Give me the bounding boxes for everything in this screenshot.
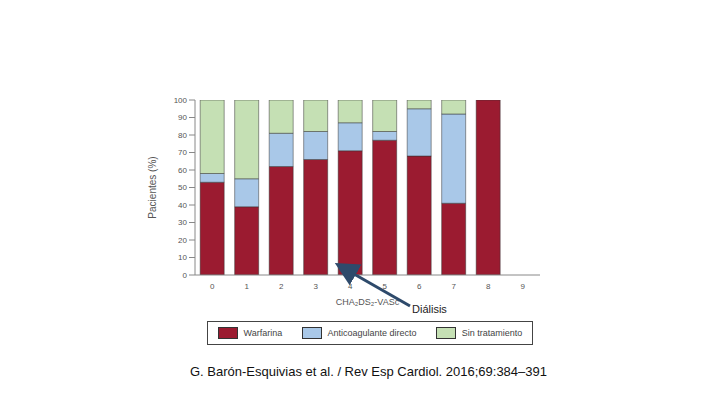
svg-text:10: 10 [178,253,187,262]
svg-text:60: 60 [178,166,187,175]
svg-text:8: 8 [486,282,491,291]
svg-text:30: 30 [178,218,187,227]
svg-text:4: 4 [348,282,353,291]
svg-text:70: 70 [178,148,187,157]
svg-text:90: 90 [178,113,187,122]
svg-text:Diálisis: Diálisis [412,303,447,315]
svg-text:0: 0 [210,282,215,291]
svg-text:CHA₂DS₂-VASc: CHA₂DS₂-VASc [336,297,400,307]
svg-text:3: 3 [314,282,319,291]
svg-text:2: 2 [279,282,284,291]
svg-text:Pacientes (%): Pacientes (%) [147,156,158,218]
svg-text:100: 100 [174,96,188,105]
svg-text:20: 20 [178,236,187,245]
svg-text:7: 7 [452,282,457,291]
html-text:Anticoagulante directo: Anticoagulante directo [327,328,417,338]
svg-text:80: 80 [178,131,187,140]
html-text:Warfarina: Warfarina [243,328,283,338]
svg-text:40: 40 [178,201,187,210]
svg-text:G. Barón-Esquivias et al. / Re: G. Barón-Esquivias et al. / Rev Esp Card… [190,364,547,379]
svg-text:5: 5 [383,282,388,291]
svg-text:9: 9 [521,282,526,291]
svg-text:1: 1 [245,282,250,291]
svg-text:6: 6 [417,282,422,291]
svg-text:0: 0 [183,271,188,280]
html-text:Sin tratamiento: Sin tratamiento [461,328,523,338]
svg-text:50: 50 [178,183,187,192]
